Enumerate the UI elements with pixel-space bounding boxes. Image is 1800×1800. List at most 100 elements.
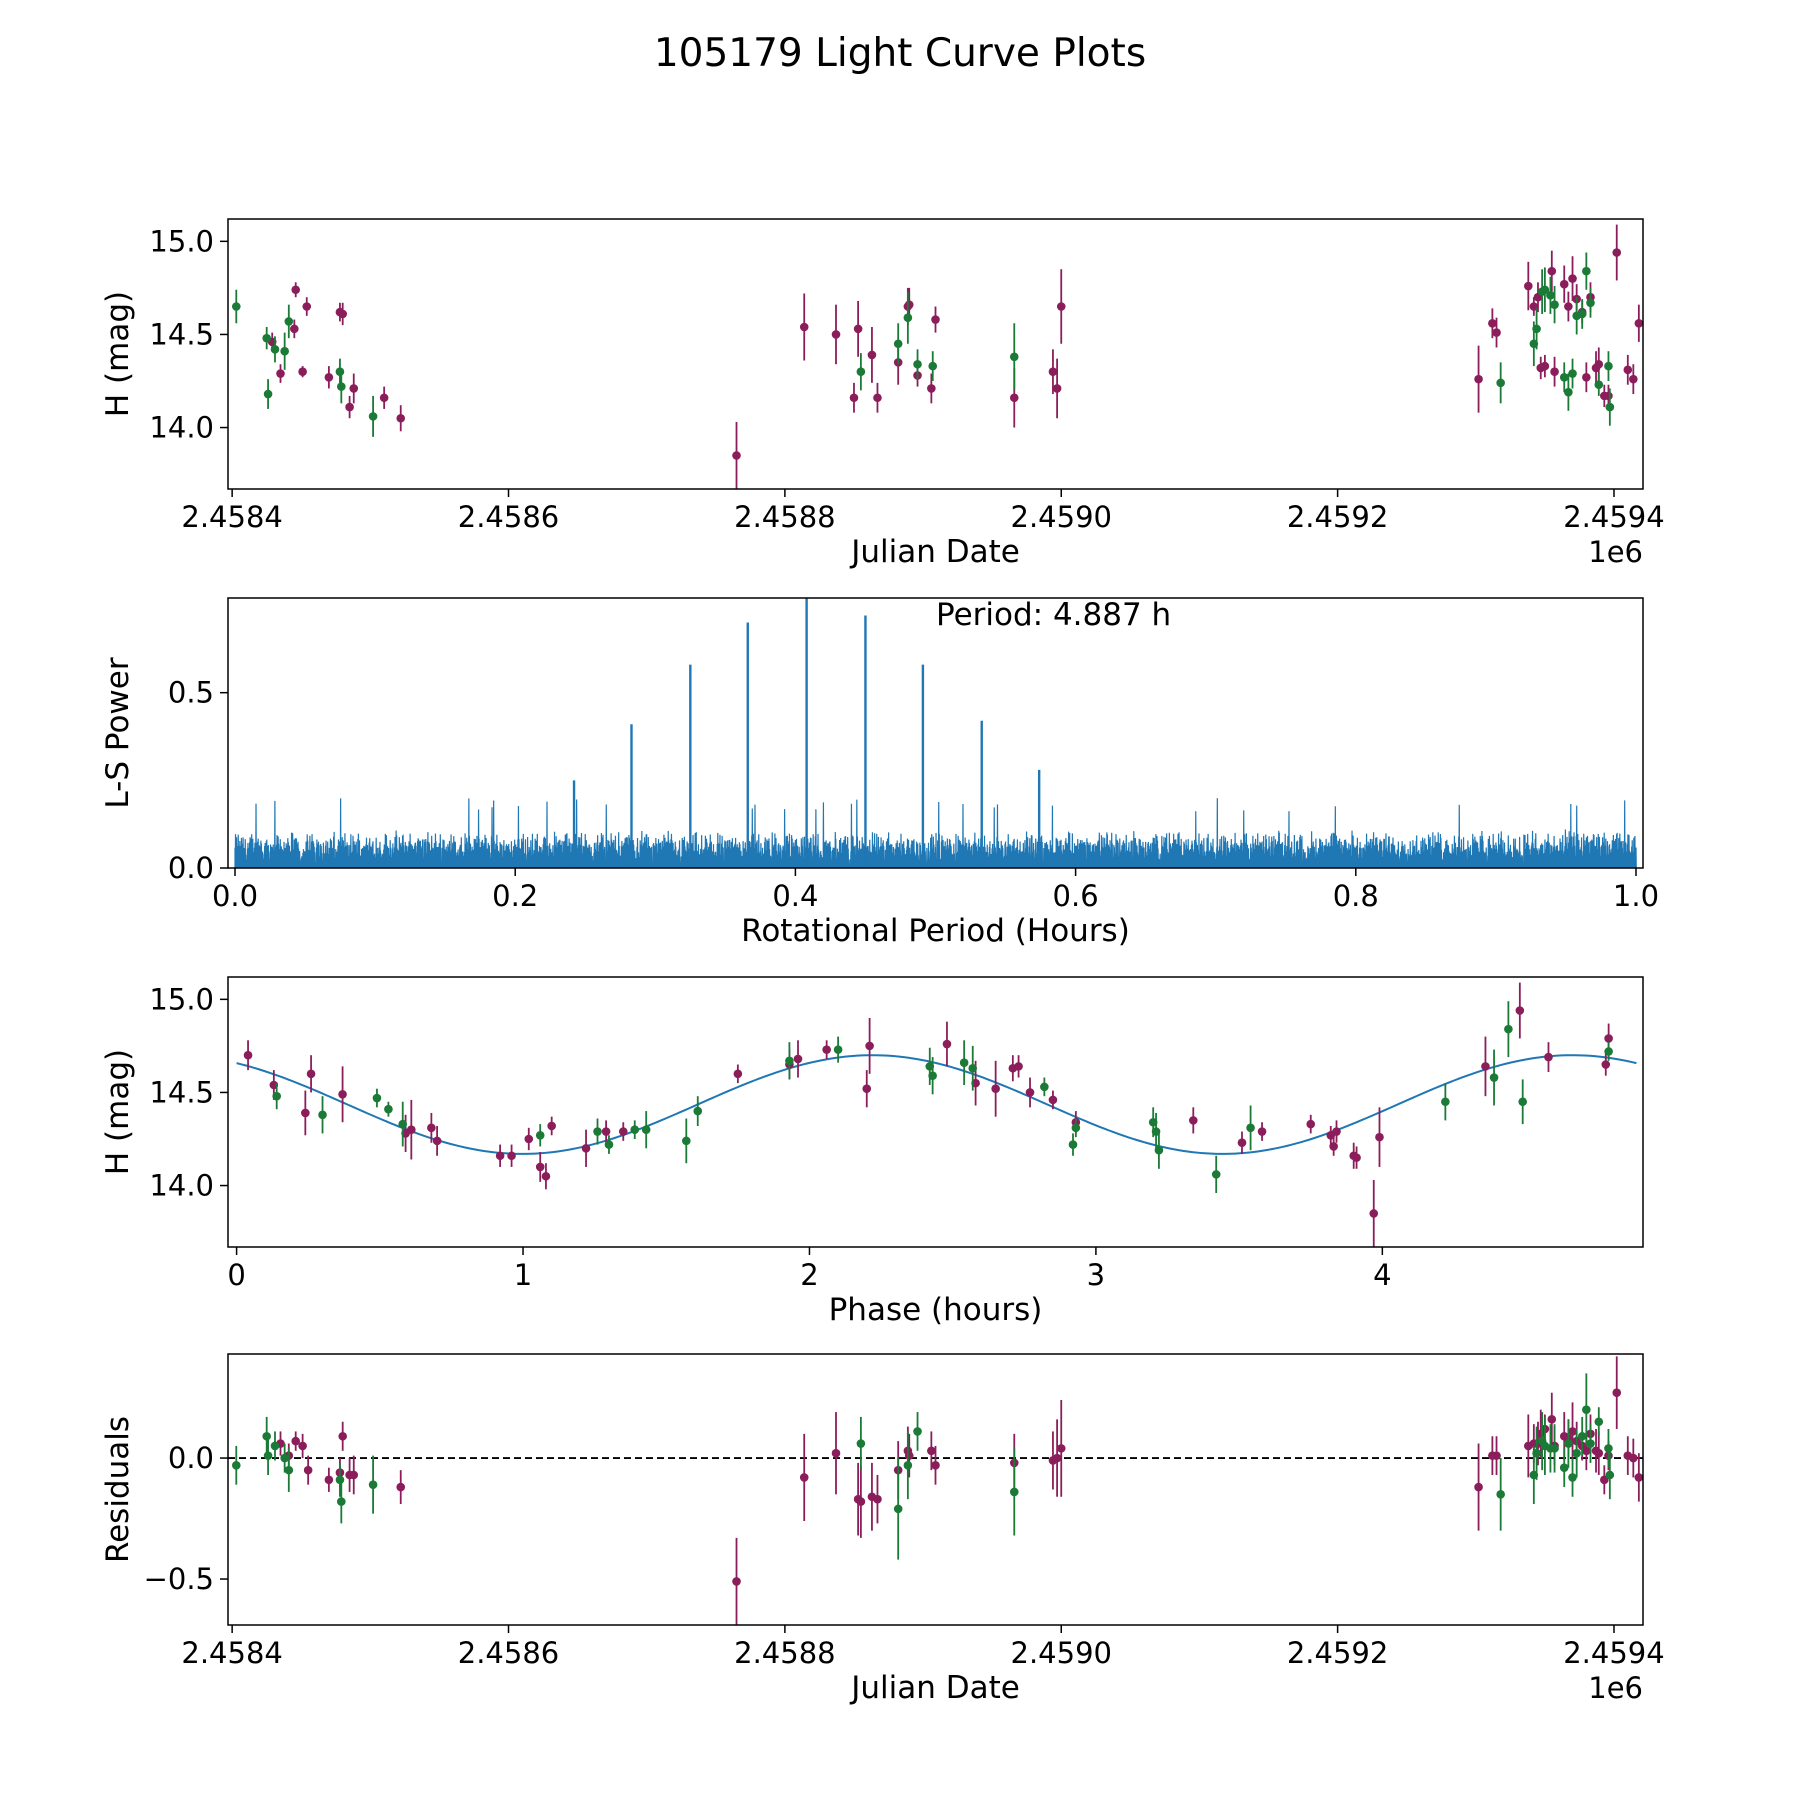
data-point-green	[231, 289, 241, 324]
data-point-magenta	[865, 1017, 874, 1074]
data-marker	[1594, 1417, 1604, 1427]
data-marker	[1586, 1439, 1595, 1448]
data-marker	[785, 1056, 794, 1066]
data-marker	[1329, 1142, 1338, 1151]
data-point-green	[1504, 1001, 1513, 1058]
x-tick-label: 2.4594	[1563, 500, 1664, 534]
data-point-green	[893, 323, 903, 365]
y-tick-label: 15.0	[149, 982, 214, 1016]
data-point-magenta	[867, 327, 877, 383]
data-point-magenta	[276, 364, 285, 383]
y-tick-label: 14.5	[149, 1075, 214, 1109]
data-point-green	[593, 1118, 602, 1145]
data-point-magenta	[793, 1040, 803, 1078]
data-point-magenta	[732, 1537, 741, 1625]
data-point-green	[1582, 252, 1591, 290]
data-marker	[913, 1427, 922, 1436]
data-marker	[931, 315, 940, 324]
data-marker	[1532, 324, 1541, 334]
data-point-green	[1559, 1448, 1569, 1488]
residuals-axes-frame	[227, 1353, 1644, 1626]
data-marker	[1025, 1088, 1035, 1097]
data-marker	[524, 1134, 534, 1144]
x-tick-label: 2	[800, 1258, 818, 1292]
data-marker	[263, 1451, 273, 1460]
x-tick-label: 0.8	[1333, 879, 1379, 913]
data-point-magenta	[1474, 345, 1483, 413]
data-point-green	[785, 1042, 794, 1080]
data-point-green	[337, 1479, 346, 1524]
data-point-green	[398, 1101, 408, 1147]
data-marker	[1582, 372, 1591, 382]
light-curve-x-offset: 1e6	[1588, 535, 1643, 569]
data-point-green	[1154, 1131, 1164, 1169]
data-marker	[1474, 1482, 1483, 1492]
data-marker	[1048, 367, 1058, 376]
data-point-green	[368, 1455, 378, 1514]
data-marker	[318, 1110, 327, 1120]
data-marker	[793, 1054, 803, 1064]
data-point-magenta	[1547, 250, 1557, 292]
data-marker	[1489, 1073, 1499, 1082]
data-point-green	[1550, 286, 1559, 324]
data-marker	[630, 1125, 640, 1134]
data-marker	[1515, 1006, 1525, 1015]
data-point-green	[1577, 299, 1587, 329]
data-point-green	[263, 1436, 273, 1475]
data-marker	[893, 1504, 903, 1514]
data-point-magenta	[1052, 358, 1062, 419]
data-point-green	[1559, 362, 1569, 393]
data-marker	[1629, 374, 1638, 384]
data-point-magenta	[831, 304, 841, 365]
periodogram-xlabel: Rotational Period (Hours)	[741, 913, 1130, 949]
data-marker	[379, 393, 389, 403]
data-marker	[893, 339, 903, 349]
data-point-green	[913, 349, 922, 380]
x-tick-label: 2.4586	[458, 500, 559, 534]
data-marker	[799, 1473, 809, 1482]
data-point-magenta	[349, 373, 359, 404]
data-point-green	[270, 1431, 280, 1461]
data-marker	[904, 300, 914, 309]
data-point-magenta	[535, 1152, 545, 1182]
period-annotation: Period: 4.887 h	[936, 597, 1171, 633]
data-point-magenta	[927, 373, 936, 404]
data-marker	[1524, 281, 1533, 291]
x-tick-label: 0.0	[212, 879, 258, 913]
data-marker	[1306, 1119, 1316, 1129]
data-marker	[427, 1123, 436, 1133]
data-marker	[1332, 1127, 1341, 1136]
data-point-magenta	[853, 300, 863, 357]
data-point-magenta	[1594, 1431, 1604, 1475]
data-point-magenta	[581, 1129, 591, 1167]
data-point-green	[903, 291, 913, 344]
data-point-magenta	[1524, 261, 1533, 311]
data-point-magenta	[1474, 1443, 1483, 1531]
data-point-magenta	[927, 1431, 936, 1471]
data-point-green	[1572, 1429, 1581, 1478]
data-point-green	[959, 1040, 969, 1085]
data-point-magenta	[306, 1055, 316, 1093]
data-marker	[873, 1494, 882, 1504]
data-marker	[298, 367, 307, 376]
data-marker	[1540, 361, 1550, 371]
data-point-magenta	[324, 1467, 334, 1492]
data-point-green	[1489, 1049, 1499, 1106]
data-marker	[1612, 248, 1622, 257]
data-point-magenta	[904, 1433, 914, 1478]
data-marker	[368, 412, 378, 421]
data-point-green	[1540, 267, 1550, 313]
data-marker	[291, 285, 301, 295]
data-marker	[284, 1465, 294, 1475]
data-marker	[1564, 387, 1573, 397]
data-point-green	[856, 1416, 866, 1471]
data-marker	[1546, 291, 1555, 300]
data-marker	[270, 345, 280, 354]
data-marker	[1441, 1097, 1450, 1107]
data-point-magenta	[1306, 1114, 1316, 1134]
data-point-green	[1496, 362, 1505, 404]
data-marker	[1532, 1448, 1541, 1458]
data-point-magenta	[1257, 1122, 1267, 1141]
data-marker	[547, 1121, 556, 1131]
data-point-magenta	[298, 1433, 307, 1459]
